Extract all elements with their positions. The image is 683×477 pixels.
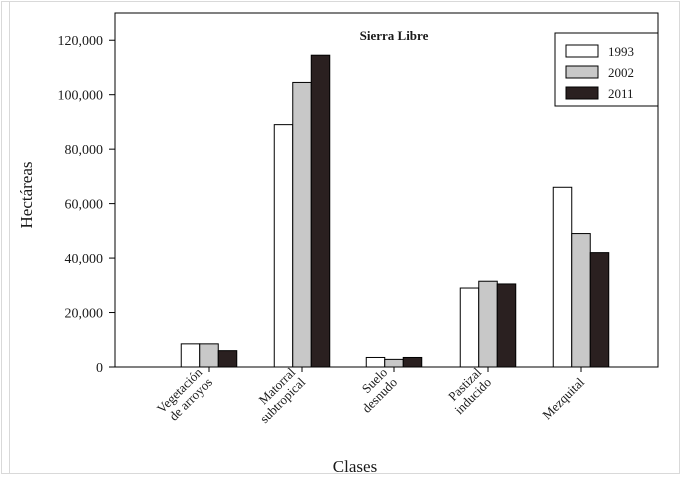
bar-2002-1	[292, 81, 312, 368]
bar-2011-0	[217, 350, 238, 368]
y-tick-label: 20,000	[65, 307, 104, 322]
legend-label-1993: 1993	[608, 44, 634, 59]
bar-2011-4	[589, 252, 610, 368]
legend-label-2011: 2011	[608, 86, 634, 101]
x-category-label-line: Mezquital	[539, 374, 587, 422]
x-axis-title: Clases	[333, 457, 377, 476]
bar-1993-2	[365, 356, 386, 368]
x-category-label: Mezquital	[539, 374, 587, 422]
y-tick-label: 60,000	[65, 198, 104, 213]
y-tick-label: 80,000	[65, 143, 104, 158]
legend-label-2002: 2002	[608, 65, 634, 80]
bar-2011-1	[310, 54, 331, 368]
y-tick-label: 40,000	[65, 252, 104, 267]
left-margin-line	[9, 1, 10, 474]
y-axis-title: Hectáreas	[17, 161, 36, 228]
y-tick-label: 120,000	[58, 34, 104, 49]
legend-swatch-2002	[565, 65, 599, 79]
bar-2002-2	[384, 358, 404, 368]
bar-2002-0	[199, 343, 219, 368]
bar-2011-2	[402, 356, 423, 368]
bar-1993-1	[273, 124, 294, 368]
y-tick-label: 100,000	[58, 89, 104, 104]
legend-swatch-2011	[565, 86, 599, 100]
bar-1993-3	[459, 287, 480, 368]
legend-swatch-1993	[565, 44, 599, 58]
bar-2002-4	[571, 233, 591, 368]
bar-2002-3	[478, 280, 498, 368]
chart-title: Sierra Libre	[360, 28, 429, 43]
bar-1993-4	[552, 186, 573, 368]
bar-2011-3	[496, 283, 517, 368]
y-tick-label: 0	[96, 361, 103, 376]
bar-1993-0	[180, 343, 201, 368]
legend: 1993 2002 2011	[554, 32, 659, 107]
